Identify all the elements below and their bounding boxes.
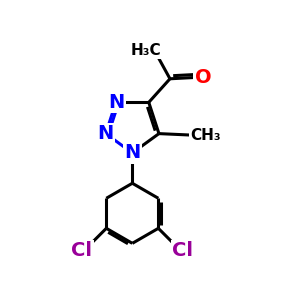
Text: N: N xyxy=(98,124,114,143)
Text: H₃C: H₃C xyxy=(130,43,161,58)
Text: O: O xyxy=(195,68,211,87)
Text: N: N xyxy=(108,93,124,112)
Text: Cl: Cl xyxy=(71,242,92,260)
Text: CH₃: CH₃ xyxy=(190,128,221,142)
Text: N: N xyxy=(124,143,140,162)
Text: Cl: Cl xyxy=(172,242,193,260)
